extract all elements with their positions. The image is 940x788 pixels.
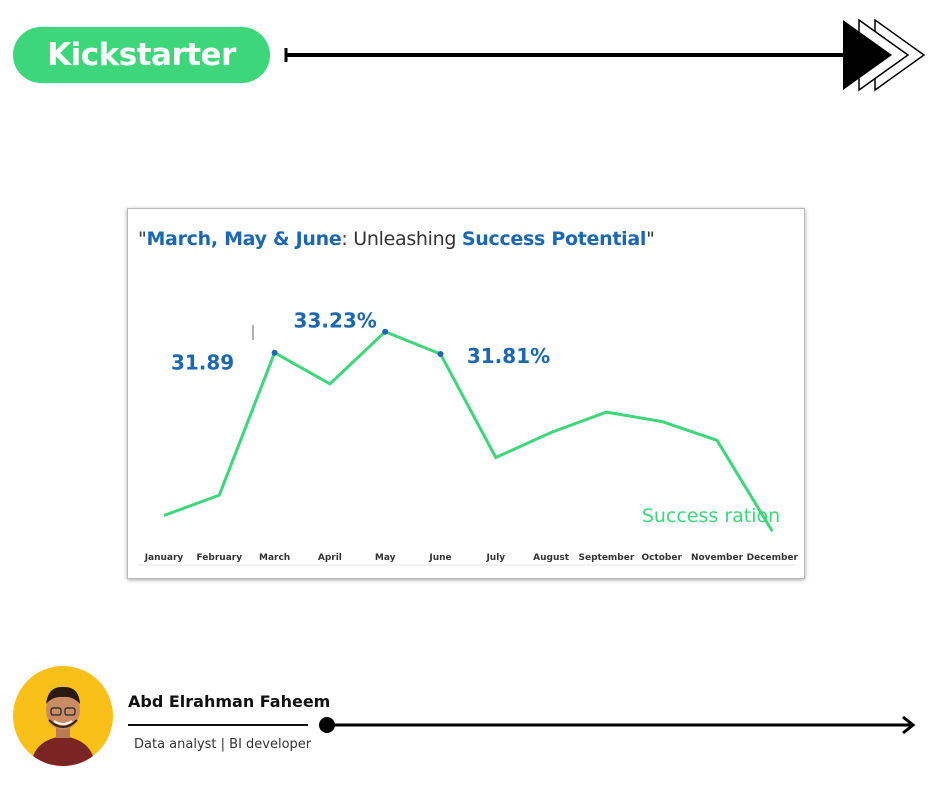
x-tick-label: July <box>485 553 505 563</box>
x-tick-label: October <box>641 553 682 563</box>
line-chart: Success ration January February March April M… <box>138 309 799 566</box>
x-tick-label: January <box>144 553 184 563</box>
x-tick-label: April <box>318 553 342 563</box>
highlight-point <box>437 350 444 357</box>
author-underline <box>128 724 308 726</box>
avatar <box>13 666 113 766</box>
chart-title-part: Success Potential <box>461 228 647 250</box>
chart-title-part: : Unleashing <box>341 228 462 250</box>
chart-title-part: " <box>646 228 655 250</box>
x-tick-label: November <box>691 553 744 563</box>
x-tick-label: December <box>747 553 799 563</box>
x-tick-label: September <box>578 553 634 563</box>
brand-label: Kickstarter <box>47 37 236 73</box>
chart-title-part: " <box>138 228 147 250</box>
data-label: 31.89 <box>171 351 234 375</box>
chart-card: Success ration January February March April M… <box>127 208 805 579</box>
x-tick-label: August <box>533 553 570 563</box>
x-tick-label: March <box>259 553 290 563</box>
chart-title: "March, May & June: Unleashing Success P… <box>138 228 655 250</box>
x-tick-label: May <box>375 553 396 563</box>
highlight-point <box>382 328 389 335</box>
x-tick-label: June <box>428 553 451 563</box>
person-icon <box>31 686 95 766</box>
x-tick-label: February <box>197 553 243 563</box>
series-line <box>163 329 774 532</box>
legend-label: Success ration <box>642 505 780 527</box>
chart-title-part: March, May & June <box>146 228 342 250</box>
author-name: Abd Elrahman Faheem <box>128 692 331 711</box>
timeline-arrow-icon <box>319 715 916 735</box>
author-role: Data analyst | BI developer <box>134 737 312 752</box>
brand-pill: Kickstarter <box>13 27 270 83</box>
data-label: 31.81% <box>467 344 550 368</box>
timeline-arrow-icon <box>284 18 926 92</box>
data-label: 33.23% <box>294 309 377 333</box>
highlight-point <box>271 349 278 356</box>
